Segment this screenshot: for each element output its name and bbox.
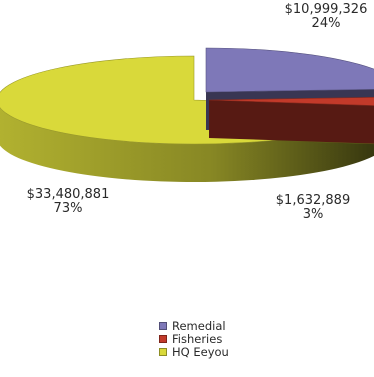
pie-cut-fisheries-1 [209,100,374,144]
percent-label-remedial: 24% [311,16,341,31]
legend-item-hq-eeyou: HQ Eeyou [159,344,229,359]
pie-side-hq-eeyou [0,107,374,182]
legend-label-fisheries: Fisheries [172,331,223,346]
legend-swatch-hq-eeyou [159,347,167,356]
pie-slice-fisheries [208,97,374,106]
percent-label-hq-eeyou: 73% [53,201,83,216]
data-label-fisheries: $1,632,889 3% [253,194,373,222]
legend-label-remedial: Remedial [172,318,226,333]
chart-legend: Remedial Fisheries HQ Eeyou [159,318,229,359]
pie-slice-remedial [205,47,374,93]
legend-swatch-remedial [159,321,167,330]
legend-swatch-fisheries [159,334,167,343]
percent-label-fisheries: 3% [302,207,324,222]
legend-label-hq-eeyou: HQ Eeyou [172,344,229,359]
value-label-fisheries: $1,632,889 [275,193,351,208]
data-label-remedial: $10,999,326 24% [266,3,374,31]
value-label-remedial: $10,999,326 [284,2,368,17]
legend-item-fisheries: Fisheries [159,331,229,346]
value-label-hq-eeyou: $33,480,881 [26,187,110,202]
legend-item-remedial: Remedial [159,318,229,333]
data-label-hq-eeyou: $33,480,881 73% [8,188,128,216]
